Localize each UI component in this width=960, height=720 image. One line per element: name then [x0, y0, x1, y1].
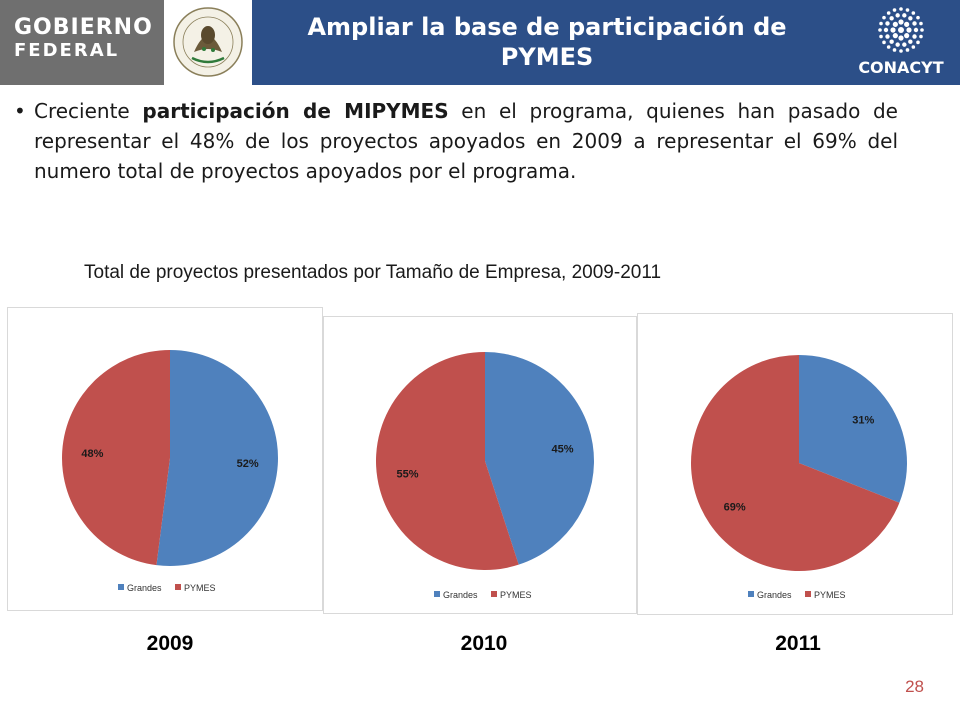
data-label-grandes: 31% [852, 414, 874, 426]
conacyt-dot [911, 45, 916, 49]
data-label-pymes: 69% [724, 502, 746, 514]
bullet-text-pre: Creciente [34, 99, 143, 123]
conacyt-dot [911, 11, 916, 15]
conacyt-dot [892, 33, 898, 39]
pie-slice-grandes [156, 350, 278, 566]
year-label-2010: 2010 [460, 632, 508, 655]
pie-chart-2010: 45% 55% Grandes PYMES [375, 352, 594, 600]
conacyt-dot [892, 48, 897, 52]
conacyt-dot [908, 16, 913, 21]
year-label-2011: 2011 [775, 632, 821, 655]
conacyt-dot [892, 8, 897, 12]
bullet-text-post: en el programa, quienes han pasado de re… [34, 99, 898, 183]
data-label-pymes: 55% [396, 468, 418, 480]
conacyt-dot [879, 21, 883, 26]
legend-swatch-grandes [434, 591, 440, 597]
data-label-grandes: 52% [237, 458, 259, 470]
conacyt-dot [905, 48, 910, 52]
data-label-grandes: 45% [551, 444, 573, 456]
conacyt-logo: CONACYT [842, 0, 960, 85]
conacyt-dot [902, 13, 907, 18]
legend-label-pymes: PYMES [814, 590, 846, 600]
mexico-seal-icon [164, 0, 252, 85]
conacyt-dot [904, 33, 910, 39]
chart-frame-2011: 31% 69% Grandes PYMES [637, 313, 953, 615]
conacyt-dot [902, 42, 907, 47]
conacyt-dot [908, 39, 913, 44]
legend-swatch-grandes [748, 591, 754, 597]
legend-swatch-grandes [118, 584, 124, 590]
conacyt-dot [912, 21, 917, 26]
legend-swatch-pymes [805, 591, 811, 597]
gobierno-federal-logo: GOBIERNO FEDERAL [0, 0, 164, 85]
title-banner: Ampliar la base de participación de PYME… [252, 0, 842, 85]
conacyt-dot [878, 28, 882, 32]
legend-swatch-pymes [491, 591, 497, 597]
pie-slice-grandes [799, 355, 907, 503]
legend-label-pymes: PYMES [500, 590, 532, 600]
conacyt-dot [895, 42, 900, 47]
chart-title: Total de proyectos presentados por Tamañ… [84, 262, 662, 283]
conacyt-dot [898, 19, 904, 25]
bullet-text-bold: participación de MIPYMES [142, 99, 449, 123]
conacyt-dot [905, 8, 910, 12]
federal-label: FEDERAL [14, 40, 120, 61]
year-label-2009: 2009 [146, 632, 194, 655]
conacyt-dot [889, 39, 894, 44]
pie-slice-pymes [691, 355, 900, 571]
gobierno-label: GOBIERNO [14, 15, 153, 40]
conacyt-dot [920, 28, 924, 32]
conacyt-dot [885, 34, 890, 39]
legend-label-grandes: Grandes [443, 590, 478, 600]
conacyt-dot [912, 34, 917, 39]
conacyt-dot [913, 27, 919, 33]
legend-label-pymes: PYMES [184, 583, 216, 593]
conacyt-dot [899, 7, 903, 11]
legend-label-grandes: Grandes [757, 590, 792, 600]
conacyt-dot [882, 40, 886, 45]
conacyt-dot [886, 11, 891, 15]
conacyt-dot [879, 34, 883, 39]
conacyt-dot [898, 27, 904, 33]
seal-graphic [173, 7, 243, 77]
bullet-paragraph: • Creciente participación de MIPYMES en … [14, 96, 898, 186]
page-number: 28 [905, 677, 924, 696]
bullet-marker: • [14, 99, 26, 123]
chart-frame-2010: 45% 55% Grandes PYMES [323, 316, 637, 614]
conacyt-dot [890, 27, 896, 33]
conacyt-dots-icon [878, 7, 924, 53]
conacyt-dot [883, 27, 889, 33]
slide-title-line1: Ampliar la base de participación de [307, 13, 787, 41]
conacyt-dot [916, 40, 920, 45]
conacyt-dot [889, 16, 894, 21]
conacyt-dot [919, 34, 923, 39]
slide-title-line2: PYMES [500, 43, 594, 71]
conacyt-dot [919, 21, 923, 26]
conacyt-dot [895, 13, 900, 18]
data-label-pymes: 48% [81, 448, 103, 460]
legend-label-grandes: Grandes [127, 583, 162, 593]
conacyt-label: CONACYT [858, 58, 944, 77]
chart-frame-2009: 52% 48% Grandes PYMES [7, 307, 323, 611]
conacyt-dot [885, 21, 890, 26]
pie-slice-pymes [375, 352, 519, 570]
conacyt-dot [892, 21, 898, 27]
conacyt-dot [904, 21, 910, 27]
conacyt-dot [906, 27, 912, 33]
conacyt-dot [886, 45, 891, 49]
pie-slice-pymes [61, 350, 171, 566]
legend-swatch-pymes [175, 584, 181, 590]
conacyt-dot [916, 15, 920, 20]
conacyt-dot [898, 35, 904, 41]
conacyt-dot [882, 15, 886, 20]
conacyt-dot [899, 49, 903, 53]
slide-header: GOBIERNO FEDERAL Ampliar la base de part… [0, 0, 960, 85]
pie-chart-2009: 52% 48% Grandes PYMES [61, 350, 278, 593]
pie-chart-2011: 31% 69% Grandes PYMES [691, 355, 907, 600]
pie-slice-grandes [485, 352, 594, 565]
